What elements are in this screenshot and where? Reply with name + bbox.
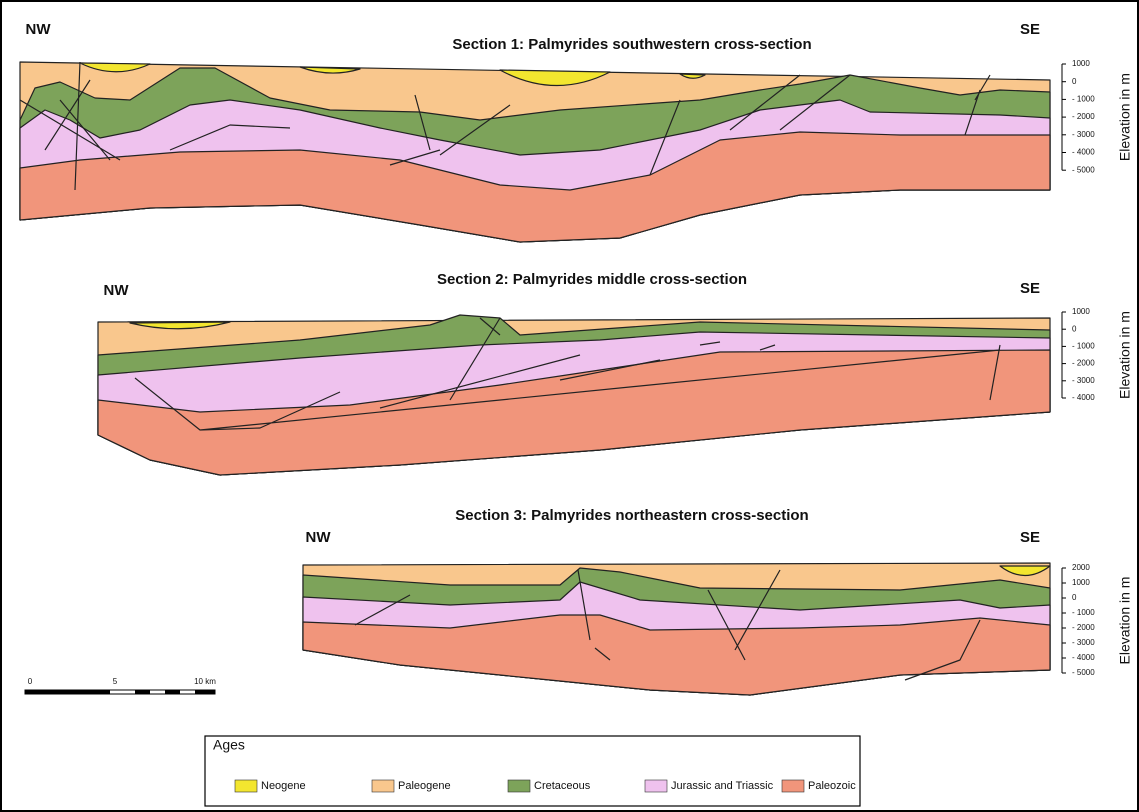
legend-swatch	[234, 779, 258, 793]
tick-label: - 3000	[1072, 130, 1095, 139]
legend-label: Neogene	[261, 780, 306, 792]
axis-label: Elevation in m	[1117, 577, 1133, 665]
section-title: Section 2: Palmyrides middle cross-secti…	[437, 271, 747, 288]
legend-swatch	[507, 779, 531, 793]
legend-swatch	[371, 779, 395, 793]
scale-label: 5	[113, 677, 118, 686]
legend-label: Jurassic and Triassic	[671, 780, 774, 792]
tick-label: - 5000	[1072, 668, 1095, 677]
tick-label: - 2000	[1072, 112, 1095, 121]
tick-label: - 4000	[1072, 393, 1095, 402]
tick-label: - 4000	[1072, 148, 1095, 157]
tick-label: - 1000	[1072, 95, 1095, 104]
scale-label: 0	[28, 677, 33, 686]
tick-label: 0	[1072, 593, 1077, 602]
tick-label: 1000	[1072, 307, 1090, 316]
legend-label: Cretaceous	[534, 780, 591, 792]
tick-label: 2000	[1072, 563, 1090, 572]
section-1	[19, 61, 1051, 243]
section-2	[97, 314, 1051, 476]
legend-title: Ages	[213, 737, 245, 753]
scale-bar: 0 5 10 km	[24, 677, 216, 695]
legend: Ages	[204, 735, 861, 807]
axis-label: Elevation in m	[1117, 73, 1133, 161]
direction-label: SE	[1020, 529, 1040, 546]
tick-label: - 1000	[1072, 342, 1095, 351]
legend-swatch	[644, 779, 668, 793]
tick-label: 0	[1072, 77, 1077, 86]
section-title: Section 1: Palmyrides southwestern cross…	[452, 36, 811, 53]
tick-label: - 2000	[1072, 359, 1095, 368]
direction-label: SE	[1020, 21, 1040, 38]
axis-label: Elevation in m	[1117, 311, 1133, 399]
tick-label: 1000	[1072, 578, 1090, 587]
tick-label: - 3000	[1072, 638, 1095, 647]
tick-label: - 2000	[1072, 623, 1095, 632]
direction-label: SE	[1020, 280, 1040, 297]
legend-label: Paleogene	[398, 780, 451, 792]
tick-label: - 1000	[1072, 608, 1095, 617]
direction-label: NW	[306, 529, 332, 546]
tick-label: 0	[1072, 324, 1077, 333]
scale-label: 10 km	[194, 677, 216, 686]
section-3	[302, 562, 1051, 696]
tick-label: - 5000	[1072, 165, 1095, 174]
tick-label: - 3000	[1072, 376, 1095, 385]
section-title: Section 3: Palmyrides northeastern cross…	[455, 507, 808, 524]
tick-label: 1000	[1072, 59, 1090, 68]
direction-label: NW	[26, 21, 52, 38]
legend-swatch	[781, 779, 805, 793]
legend-label: Paleozoic	[808, 780, 856, 792]
tick-label: - 4000	[1072, 653, 1095, 662]
direction-label: NW	[104, 282, 130, 299]
